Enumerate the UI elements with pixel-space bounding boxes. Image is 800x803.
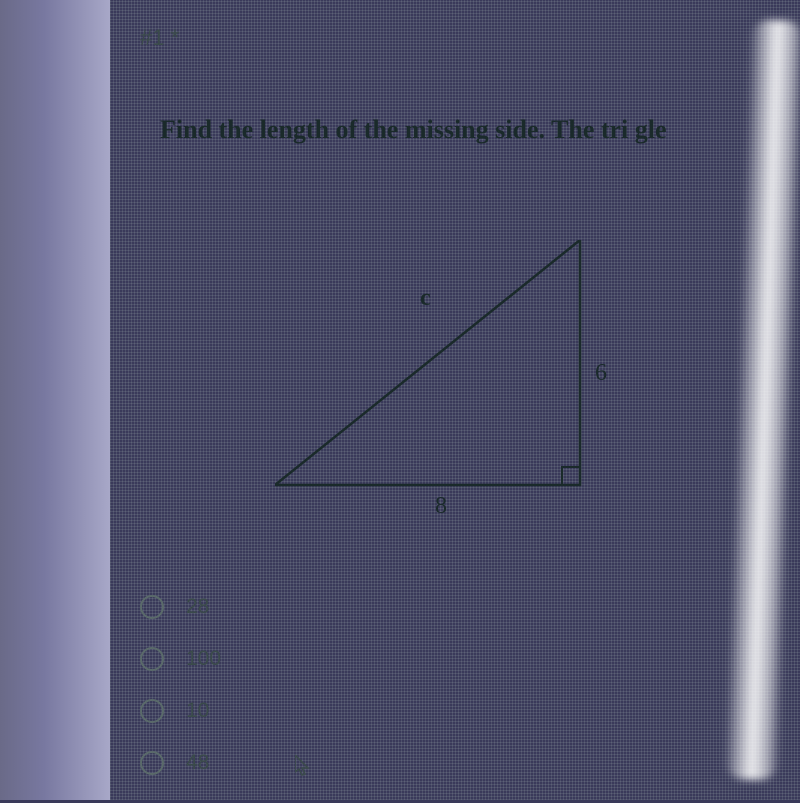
right-angle-icon [562,467,580,485]
radio-icon[interactable] [140,595,164,619]
radio-icon[interactable] [140,751,164,775]
cursor-icon [295,755,315,779]
option-label: 48 [186,751,209,775]
triangle-svg [275,240,615,510]
label-bottom-side: 8 [435,493,447,520]
question-number: #1 * [140,25,179,51]
radio-icon[interactable] [140,647,164,671]
option-2[interactable]: 100 [140,647,221,671]
label-right-side: 6 [595,360,607,387]
option-4[interactable]: 48 [140,751,221,775]
triangle-diagram: c 6 8 [275,240,615,510]
option-label: 100 [186,647,221,671]
option-label: 28 [186,595,209,619]
option-3[interactable]: 10 [140,699,221,723]
left-margin [0,0,110,800]
triangle-shape [275,240,580,485]
radio-icon[interactable] [140,699,164,723]
option-label: 10 [186,699,209,723]
question-text: Find the length of the missing side. The… [160,115,667,145]
screen-glare [724,19,800,780]
answer-options: 28 100 10 48 [140,595,221,803]
option-1[interactable]: 28 [140,595,221,619]
label-hypotenuse: c [420,285,431,312]
content-area: #1 * Find the length of the missing side… [110,0,800,800]
